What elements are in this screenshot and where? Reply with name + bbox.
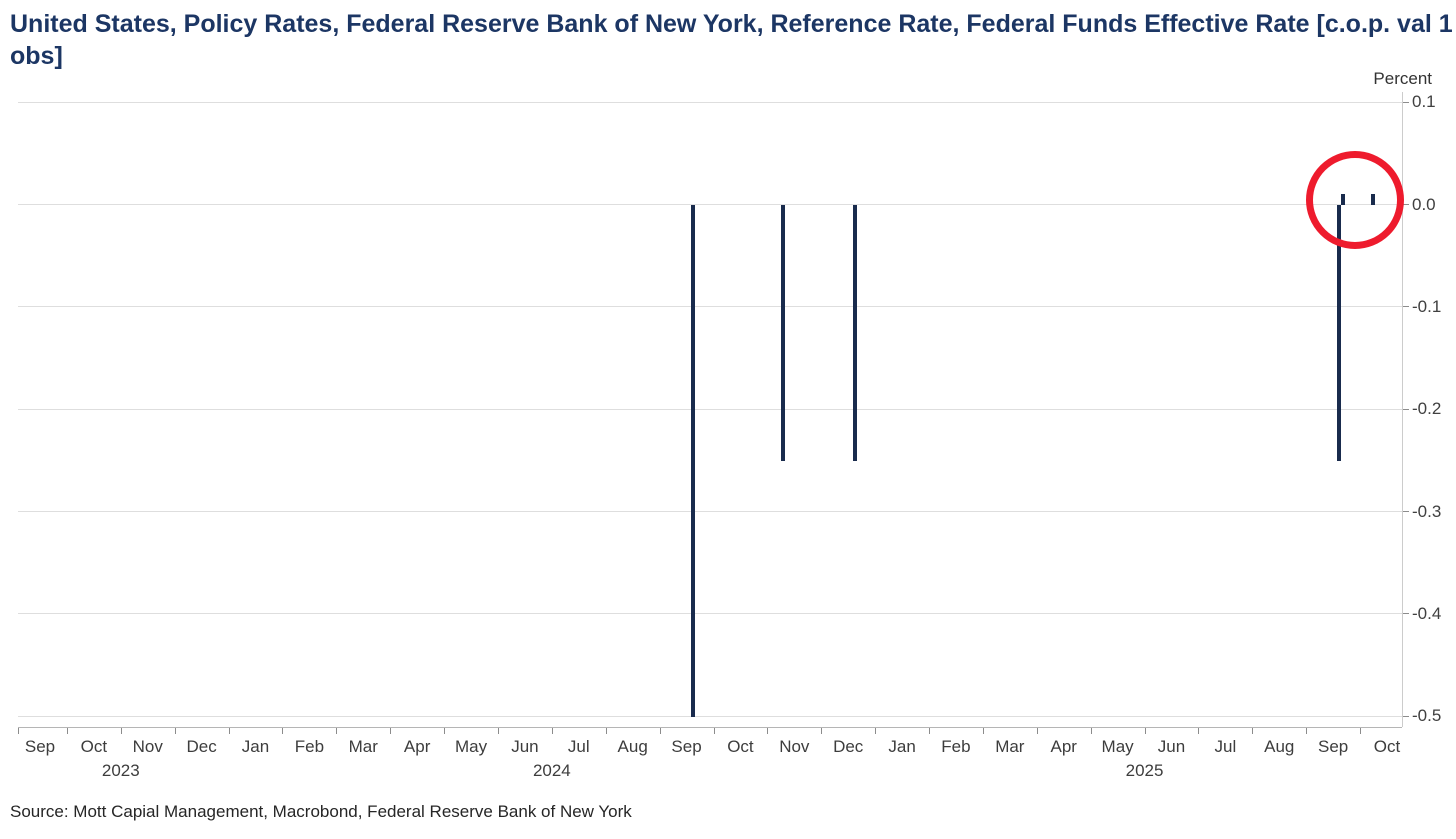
x-axis-tick [659,728,661,734]
month-label: Jun [511,737,539,756]
y-axis-tick [1402,613,1409,615]
rate-change-bar [1337,205,1341,461]
x-axis-tick [1252,728,1254,734]
month-label: Apr [1050,737,1077,756]
x-axis-tick [444,728,446,734]
rate-change-bar [691,205,695,717]
x-axis-tick [929,728,931,734]
x-axis-tick [767,728,769,734]
chart-title: United States, Policy Rates, Federal Res… [10,10,1453,70]
month-label: Sep [671,737,702,756]
x-axis-tick [120,728,122,734]
x-axis-tick [1090,728,1092,734]
x-axis-tick [228,728,230,734]
month-label: Sep [1317,737,1349,756]
gridline [18,511,1402,512]
gridline [18,408,1402,410]
x-axis-tick [18,728,19,734]
month-label: Feb [941,737,971,756]
x-axis-tick [605,728,607,734]
gridline [18,613,1402,615]
y-axis-tick [1402,204,1409,206]
x-axis-tick [875,728,877,734]
x-axis-line [18,727,1402,728]
x-axis-tick [1360,728,1362,734]
month-label: Jan [241,737,270,756]
month-label: Apr [403,737,431,756]
y-tick-label: -0.5 [1412,706,1442,726]
gridline [18,101,1402,103]
month-label: Jun [1157,737,1186,756]
x-axis-tick [174,728,176,734]
month-label: Jan [888,737,916,756]
month-label: Dec [186,737,217,756]
y-axis-tick [1402,306,1409,308]
month-label: May [454,737,488,756]
month-label: Mar [995,737,1025,756]
month-label: Nov [779,737,810,756]
x-axis-tick [713,728,715,734]
y-tick-label: -0.4 [1412,603,1442,623]
x-axis-tick [551,728,553,734]
x-axis-tick [497,728,499,734]
month-label: Dec [833,737,864,756]
month-label: Aug [617,737,648,756]
month-label: Feb [294,737,325,756]
month-label: Mar [348,737,378,756]
month-label: Sep [24,737,56,756]
y-axis-tick [1402,511,1409,512]
month-label: Jul [1214,737,1237,756]
y-tick-label: 0.0 [1412,194,1436,214]
x-axis-tick [282,728,284,734]
x-axis-tick [66,728,68,734]
y-tick-label: 0.1 [1412,92,1436,112]
x-axis-tick [1306,728,1308,734]
rate-change-bar [781,205,785,461]
gridline [18,204,1402,206]
highlight-circle-annotation [1306,151,1404,249]
y-axis-tick [1402,715,1409,717]
gridline [18,715,1402,717]
y-tick-label: -0.2 [1412,399,1442,419]
month-label: Jul [567,737,590,756]
month-label: Oct [727,737,754,756]
x-axis-tick [390,728,392,734]
x-axis-tick [982,728,984,734]
y-axis-tick [1402,101,1409,103]
month-label: Oct [1373,737,1401,756]
x-axis-tick [821,728,823,734]
y-tick-label: -0.1 [1412,296,1442,316]
month-label: May [1101,737,1134,756]
year-label: 2024 [532,761,571,780]
x-axis-tick [1036,728,1038,734]
y-tick-label: -0.3 [1412,501,1442,521]
month-label: Nov [132,737,163,756]
y-axis-tick [1402,408,1409,410]
source-text: Source: Mott Capial Management, Macrobon… [10,802,632,821]
month-label: Oct [80,737,108,756]
x-axis-tick [336,728,338,734]
y-axis-unit-label: Percent [1373,69,1432,88]
y-axis-line [1402,92,1403,727]
year-label: 2023 [101,761,140,780]
year-label: 2025 [1125,761,1164,780]
rate-change-bar [853,205,857,461]
gridline [18,306,1402,308]
x-axis-tick [1198,728,1200,734]
x-axis-tick [1144,728,1146,734]
month-label: Aug [1264,737,1295,756]
